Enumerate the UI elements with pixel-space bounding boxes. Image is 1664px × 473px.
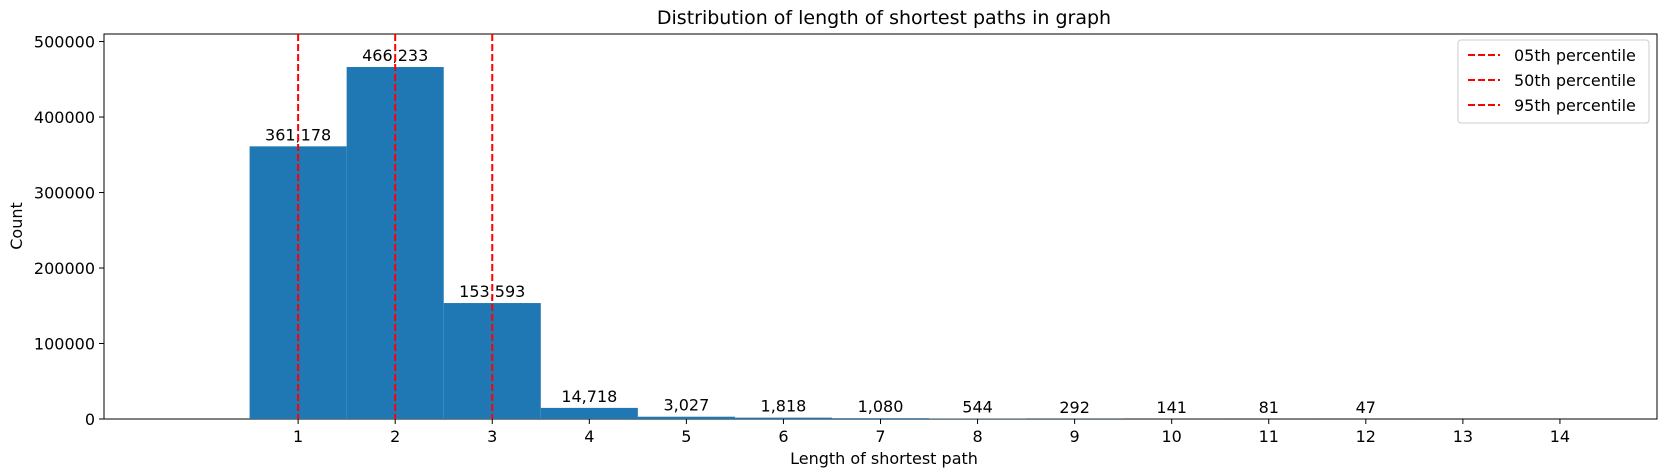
legend-label-2: 95th percentile [1514, 96, 1636, 115]
x-tick-label-4: 4 [584, 427, 594, 446]
x-tick-label-14: 14 [1550, 427, 1570, 446]
x-tick-label-13: 13 [1453, 427, 1473, 446]
data-label-10: 141 [1156, 398, 1187, 417]
x-tick-label-9: 9 [1070, 427, 1080, 446]
data-label-5: 3,027 [663, 396, 709, 415]
y-axis: 0 100000 200000 300000 400000 500000 [34, 33, 104, 429]
bar-4 [540, 407, 638, 419]
legend: 05th percentile 50th percentile 95th perce… [1457, 39, 1650, 124]
data-label-4: 14,718 [561, 387, 617, 406]
data-label-8: 544 [962, 398, 993, 417]
x-axis: 1 2 3 4 5 6 7 8 9 10 11 12 13 14 [293, 419, 1570, 446]
x-tick-label-10: 10 [1162, 427, 1182, 446]
x-tick-label-11: 11 [1259, 427, 1279, 446]
x-tick-label-12: 12 [1356, 427, 1376, 446]
percentile-lines [297, 34, 494, 419]
legend-label-1: 50th percentile [1514, 71, 1636, 90]
y-tick-label-100000: 100000 [34, 335, 95, 354]
y-axis-label: Count [7, 202, 26, 250]
bar-5 [637, 416, 735, 419]
chart-title: Distribution of length of shortest paths… [657, 7, 1111, 29]
bar-7 [831, 418, 930, 419]
x-tick-label-3: 3 [487, 427, 497, 446]
data-label-11: 81 [1259, 398, 1279, 417]
y-tick-label-300000: 300000 [34, 184, 95, 203]
y-tick-label-0: 0 [85, 410, 95, 429]
x-axis-label: Length of shortest path [790, 449, 978, 468]
data-label-7: 1,080 [858, 397, 904, 416]
x-tick-label-8: 8 [972, 427, 982, 446]
x-tick-label-1: 1 [293, 427, 303, 446]
bar-1 [249, 146, 347, 420]
data-label-9: 292 [1059, 398, 1090, 417]
x-tick-label-5: 5 [681, 427, 691, 446]
bar-6 [734, 417, 832, 419]
data-label-12: 47 [1356, 398, 1376, 417]
y-tick-label-200000: 200000 [34, 259, 95, 278]
data-label-6: 1,818 [761, 397, 807, 416]
x-tick-label-7: 7 [875, 427, 885, 446]
y-tick-label-500000: 500000 [34, 33, 95, 52]
legend-box [1457, 39, 1650, 124]
x-tick-label-6: 6 [778, 427, 788, 446]
y-tick-label-400000: 400000 [34, 108, 95, 127]
x-tick-label-2: 2 [390, 427, 400, 446]
legend-label-0: 05th percentile [1514, 46, 1636, 65]
data-label-3: 153,593 [459, 282, 525, 301]
